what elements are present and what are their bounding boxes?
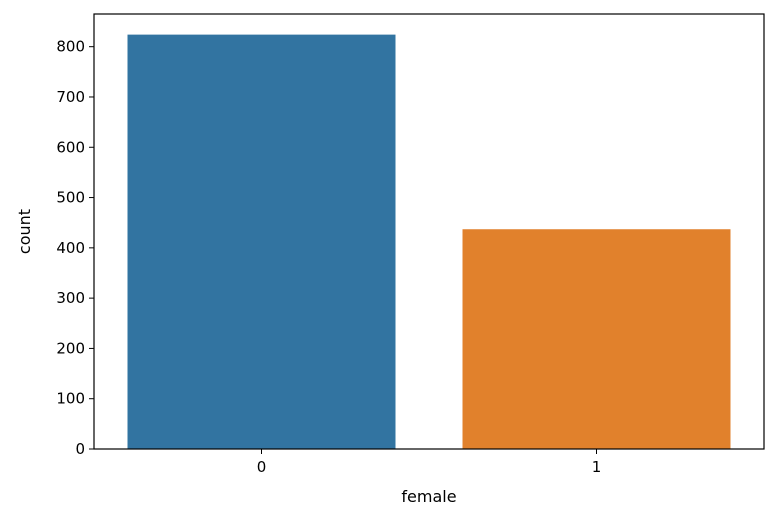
y-tick-label: 500 bbox=[56, 189, 85, 207]
y-axis-label: count bbox=[15, 209, 34, 254]
y-tick-label: 300 bbox=[56, 289, 85, 307]
y-tick-label: 0 bbox=[75, 440, 85, 458]
x-tick-label: 1 bbox=[592, 458, 602, 476]
y-tick-label: 100 bbox=[56, 390, 85, 408]
y-tick-label: 700 bbox=[56, 88, 85, 106]
y-tick-label: 800 bbox=[56, 38, 85, 56]
x-axis-label: female bbox=[401, 487, 456, 506]
y-tick-label: 400 bbox=[56, 239, 85, 257]
bars-group bbox=[127, 34, 731, 449]
y-axis-ticks: 0 100 200 300 400 500 600 700 800 bbox=[56, 38, 94, 458]
bar-1 bbox=[462, 229, 731, 449]
x-tick-label: 0 bbox=[257, 458, 267, 476]
bar-0 bbox=[127, 34, 396, 449]
plot-frame bbox=[93, 13, 765, 450]
y-tick-label: 200 bbox=[56, 339, 85, 357]
y-tick-label: 600 bbox=[56, 138, 85, 156]
